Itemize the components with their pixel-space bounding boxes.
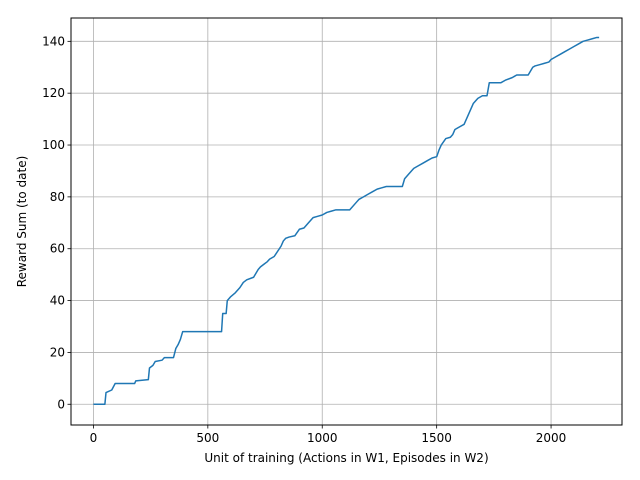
y-tick-label: 100 [42,138,65,152]
reward-sum-line [93,36,600,406]
y-tick-label: 0 [57,397,65,411]
series-layer [93,36,600,406]
y-tick-label: 140 [42,34,65,48]
y-tick-label: 60 [50,242,65,256]
y-tick-label: 80 [50,190,65,204]
x-tick-label: 1000 [307,431,338,445]
y-tick-label: 40 [50,294,65,308]
x-tick-label: 500 [196,431,219,445]
y-tick-label: 120 [42,86,65,100]
plot-frame [70,17,623,426]
x-axis-ticks: 0 500 1000 1500 2000 [90,425,567,445]
x-tick-label: 1500 [421,431,452,445]
gridlines [71,18,622,425]
y-axis-ticks: 0 20 40 60 80 100 120 140 [42,34,71,411]
x-tick-label: 0 [90,431,98,445]
x-tick-label: 2000 [536,431,567,445]
x-axis-label: Unit of training (Actions in W1, Episode… [204,451,488,465]
y-tick-label: 20 [50,345,65,359]
y-axis-label: Reward Sum (to date) [15,156,29,288]
